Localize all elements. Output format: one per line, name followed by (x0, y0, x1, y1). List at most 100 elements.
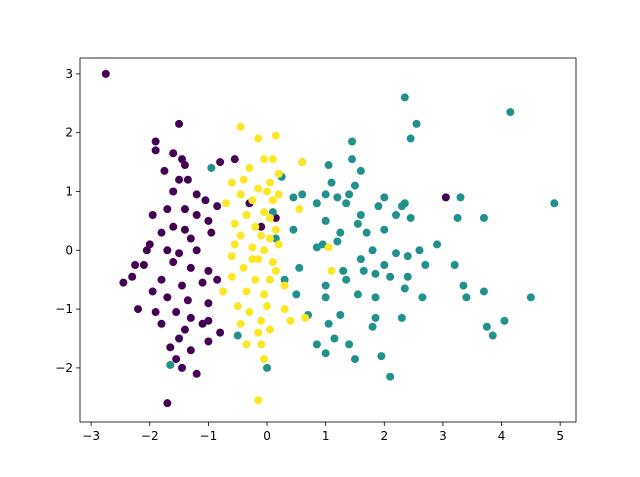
scatter-point (400, 284, 409, 293)
scatter-point (163, 293, 172, 302)
scatter-point (268, 155, 277, 164)
scatter-point (321, 281, 330, 290)
scatter-point (192, 246, 201, 255)
scatter-point (260, 155, 269, 164)
scatter-point (482, 322, 491, 331)
y-tick-label: 3 (65, 67, 73, 81)
scatter-point (415, 246, 424, 255)
scatter-point (180, 161, 189, 170)
scatter-point (380, 225, 389, 234)
scatter-point (131, 260, 140, 269)
plot-frame (79, 57, 577, 423)
scatter-point (336, 310, 345, 319)
scatter-point (342, 199, 351, 208)
scatter-point (245, 163, 254, 172)
scatter-point (248, 196, 257, 205)
scatter-point (221, 199, 230, 208)
scatter-point (233, 302, 242, 311)
scatter-point (356, 255, 365, 264)
scatter-point (356, 166, 365, 175)
scatter-point (239, 175, 248, 184)
scatter-point (169, 222, 178, 231)
scatter-point (201, 196, 210, 205)
scatter-point (362, 228, 371, 237)
scatter-point (239, 263, 248, 272)
scatter-point (204, 216, 213, 225)
scatter-point (236, 319, 245, 328)
scatter-point (204, 299, 213, 308)
scatter-point (412, 119, 421, 128)
scatter-point (336, 228, 345, 237)
scatter-point (166, 360, 175, 369)
y-tick-label: 0 (65, 243, 73, 257)
scatter-point (371, 269, 380, 278)
scatter-point (397, 313, 406, 322)
scatter-point (172, 355, 181, 364)
scatter-point (198, 319, 207, 328)
scatter-point (280, 305, 289, 314)
scatter-point (371, 313, 380, 322)
scatter-point (260, 355, 269, 364)
y-tick-label: −1 (55, 302, 73, 316)
scatter-point (157, 228, 166, 237)
scatter-point (151, 137, 160, 146)
scatter-point (192, 369, 201, 378)
scatter-point (333, 237, 342, 246)
scatter-point (348, 137, 357, 146)
y-tick-label: −2 (55, 361, 73, 375)
scatter-point (151, 308, 160, 317)
scatter-point (265, 325, 274, 334)
scatter-point (353, 290, 362, 299)
scatter-point (207, 228, 216, 237)
scatter-point (380, 260, 389, 269)
scatter-point (386, 272, 395, 281)
scatter-point (166, 343, 175, 352)
scatter-point (271, 131, 280, 140)
scatter-point (462, 293, 471, 302)
scatter-point (186, 346, 195, 355)
scatter-point (333, 193, 342, 202)
scatter-point (204, 337, 213, 346)
scatter-point (183, 296, 192, 305)
scatter-point (506, 108, 515, 117)
scatter-point (295, 205, 304, 214)
scatter-point (268, 196, 277, 205)
x-tick-label: −1 (200, 429, 218, 443)
scatter-point (295, 263, 304, 272)
scatter-point (257, 222, 266, 231)
scatter-point (292, 290, 301, 299)
scatter-point (345, 340, 354, 349)
scatter-point (251, 222, 260, 231)
scatter-point (450, 260, 459, 269)
scatter-point (386, 372, 395, 381)
scatter-point (459, 281, 468, 290)
scatter-point (324, 161, 333, 170)
scatter-point (178, 363, 187, 372)
scatter-point (488, 331, 497, 340)
scatter-point (175, 119, 184, 128)
scatter-point (268, 258, 277, 267)
x-tick-label: −2 (141, 429, 159, 443)
scatter-point (265, 178, 274, 187)
scatter-point (350, 355, 359, 364)
scatter-point (163, 246, 172, 255)
x-tick-label: −3 (82, 429, 100, 443)
scatter-point (377, 352, 386, 361)
scatter-point (254, 184, 263, 193)
scatter-point (330, 334, 339, 343)
scatter-point (254, 255, 263, 264)
scatter-point (397, 202, 406, 211)
scatter-point (254, 134, 263, 143)
scatter-point (160, 166, 169, 175)
scatter-point (479, 287, 488, 296)
scatter-point (342, 275, 351, 284)
scatter-point (198, 278, 207, 287)
scatter-point (139, 260, 148, 269)
scatter-point (151, 146, 160, 155)
scatter-point (186, 313, 195, 322)
scatter-point (227, 272, 236, 281)
x-tick-label: 1 (322, 429, 330, 443)
scatter-point (183, 175, 192, 184)
scatter-point (216, 328, 225, 337)
